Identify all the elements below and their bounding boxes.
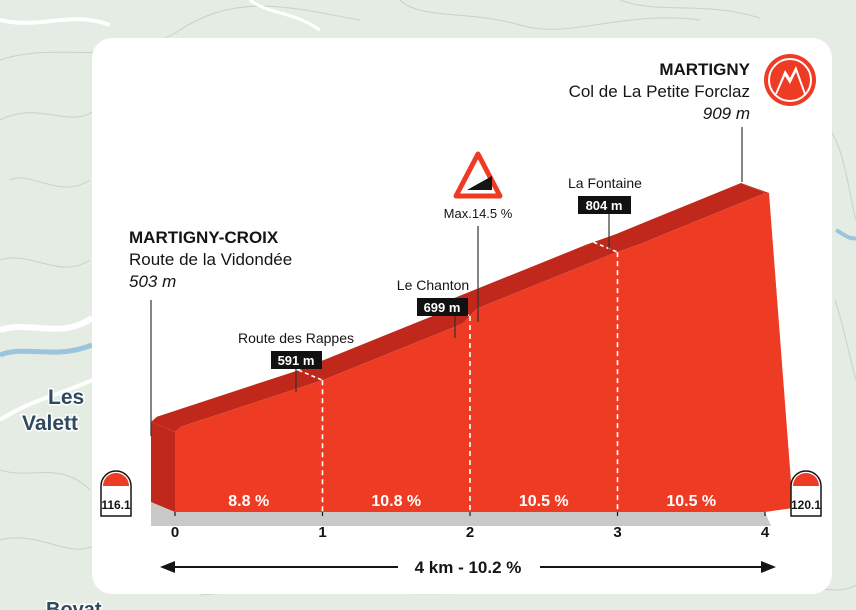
finish-name: MARTIGNY bbox=[659, 60, 750, 79]
km-axis: 0 1 2 3 4 bbox=[171, 512, 770, 541]
waypoint-la-fontaine: La Fontaine 804 m bbox=[568, 175, 642, 250]
map-roads bbox=[0, 0, 856, 422]
start-road: Route de la Vidondée bbox=[129, 250, 292, 269]
arrow-left-icon bbox=[160, 561, 175, 573]
waypoint-name: La Fontaine bbox=[568, 175, 642, 191]
segment-gradient-label: 10.5 % bbox=[519, 493, 569, 510]
finish-altitude: 909 m bbox=[703, 104, 750, 123]
waypoint-altitude: 804 m bbox=[586, 198, 623, 213]
profile-top-cap bbox=[741, 183, 769, 193]
start-label-group: MARTIGNY-CROIX Route de la Vidondée 503 … bbox=[129, 228, 292, 436]
km-tick-label: 4 bbox=[761, 524, 770, 541]
waypoint-le-chanton: Le Chanton 699 m bbox=[397, 277, 469, 338]
start-altitude: 503 m bbox=[129, 272, 176, 291]
waypoint-altitude-badge bbox=[271, 351, 322, 369]
arrow-right-icon bbox=[761, 561, 776, 573]
waypoint-name: Le Chanton bbox=[397, 277, 469, 293]
steep-gradient-warning-icon bbox=[453, 151, 503, 199]
start-km-marker: 116.1 bbox=[101, 498, 131, 512]
waypoint-altitude: 699 m bbox=[424, 300, 461, 315]
finish-km-marker: 120.1 bbox=[791, 498, 821, 512]
distance-summary: 4 km - 10.2 % bbox=[160, 558, 776, 577]
km-tick-label: 3 bbox=[613, 524, 621, 541]
summary-text: 4 km - 10.2 % bbox=[415, 558, 522, 577]
max-gradient-group: Max.14.5 % bbox=[444, 151, 513, 322]
finish-col: Col de La Petite Forclaz bbox=[569, 82, 750, 101]
profile-base bbox=[151, 502, 771, 526]
mountain-summit-icon bbox=[764, 54, 816, 106]
segment-gradient-label: 8.8 % bbox=[228, 493, 269, 510]
map-place-label-continued: Valett bbox=[22, 412, 78, 435]
waypoint-altitude: 591 m bbox=[278, 353, 315, 368]
map-place-label-bottom: Bovat bbox=[46, 599, 102, 610]
km-tick-label: 1 bbox=[318, 524, 326, 541]
waypoint-altitude-badge bbox=[578, 196, 631, 214]
map-place-label: Les bbox=[48, 386, 84, 409]
km-tick-label: 2 bbox=[466, 524, 474, 541]
waypoint-altitude-badge bbox=[417, 298, 468, 316]
segment-gradient-label: 10.5 % bbox=[666, 493, 716, 510]
km-tick-label: 0 bbox=[171, 524, 179, 541]
kilometre-stone-icon: 120.1 bbox=[790, 470, 822, 517]
kilometre-stone-icon: 116.1 bbox=[100, 470, 132, 517]
start-name: MARTIGNY-CROIX bbox=[129, 228, 279, 247]
max-gradient-label: Max.14.5 % bbox=[444, 206, 513, 221]
segment-gradient-label: 10.8 % bbox=[371, 493, 421, 510]
waypoint-name: Route des Rappes bbox=[238, 330, 354, 346]
waypoint-dashed-top bbox=[593, 241, 618, 253]
waypoint-route-des-rappes: Route des Rappes 591 m bbox=[238, 330, 354, 392]
waypoint-dashed-top bbox=[298, 369, 323, 381]
profile-right-face bbox=[765, 193, 793, 512]
finish-label-group: MARTIGNY Col de La Petite Forclaz 909 m bbox=[569, 54, 816, 182]
profile-side-face bbox=[151, 422, 175, 512]
